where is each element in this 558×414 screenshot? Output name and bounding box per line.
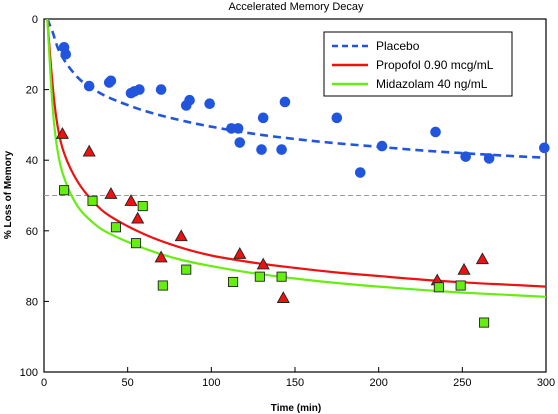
data-point-propofol-0-90-mcg-ml — [174, 229, 188, 242]
data-point-propofol-0-90-mcg-ml — [457, 262, 471, 275]
data-point-midazolam-40-ng-ml — [87, 195, 98, 206]
y-axis-title: % Loss of Memory — [3, 150, 14, 239]
data-point-placebo — [279, 96, 291, 108]
data-point-placebo — [483, 153, 495, 164]
data-point-placebo — [257, 112, 269, 124]
y-tick-label: 80 — [26, 296, 38, 308]
data-point-midazolam-40-ng-ml — [157, 280, 168, 291]
data-point-midazolam-40-ng-ml — [137, 201, 148, 212]
data-point-placebo — [256, 144, 267, 155]
data-point-midazolam-40-ng-ml — [130, 238, 142, 249]
data-point-placebo — [539, 142, 550, 154]
data-point-placebo — [232, 123, 244, 134]
data-point-placebo — [276, 144, 287, 155]
data-point-placebo — [376, 140, 388, 152]
data-point-placebo — [184, 94, 195, 106]
data-point-placebo — [105, 75, 117, 87]
legend-label-placebo: Placebo — [376, 39, 420, 53]
series-curve-propofol-0-90-mcg-ml — [46, 19, 546, 288]
data-point-propofol-0-90-mcg-ml — [55, 126, 69, 139]
data-point-midazolam-40-ng-ml — [254, 271, 265, 282]
data-point-placebo — [204, 98, 215, 110]
chart-title: Accelerated Memory Decay — [228, 1, 364, 13]
data-point-midazolam-40-ng-ml — [110, 222, 122, 233]
x-tick-label: 50 — [122, 377, 134, 389]
data-point-midazolam-40-ng-ml — [228, 276, 239, 288]
x-tick-label: 300 — [537, 377, 555, 389]
series-curve-midazolam-40-ng-ml — [46, 19, 546, 298]
y-tick-label: 0 — [32, 14, 38, 26]
x-tick-label: 0 — [41, 377, 47, 389]
data-point-midazolam-40-ng-ml — [433, 282, 444, 293]
data-point-placebo — [234, 137, 246, 148]
plot-area: 0 50 100 150 200 250 300 0 20 40 60 80 100 — [20, 14, 556, 389]
y-tick-label: 60 — [26, 226, 38, 238]
data-point-placebo — [354, 167, 366, 178]
data-point-propofol-0-90-mcg-ml — [131, 211, 145, 224]
data-point-propofol-0-90-mcg-ml — [124, 194, 138, 206]
data-point-propofol-0-90-mcg-ml — [475, 252, 489, 265]
data-point-propofol-0-90-mcg-ml — [154, 250, 168, 263]
data-point-propofol-0-90-mcg-ml — [233, 247, 247, 259]
data-point-midazolam-40-ng-ml — [59, 185, 70, 196]
data-point-propofol-0-90-mcg-ml — [276, 291, 290, 303]
legend-label-propofol-0-90-mcg-ml: Propofol 0.90 mcg/mL — [376, 58, 494, 72]
x-tick-label: 150 — [286, 377, 304, 389]
data-point-placebo — [134, 84, 145, 95]
x-tick-label: 200 — [369, 377, 387, 389]
data-point-propofol-0-90-mcg-ml — [104, 187, 118, 199]
data-point-placebo — [155, 84, 167, 95]
data-point-midazolam-40-ng-ml — [276, 271, 287, 282]
y-tick-label: 20 — [26, 85, 38, 97]
x-tick-label: 250 — [453, 377, 471, 389]
data-point-propofol-0-90-mcg-ml — [256, 257, 270, 270]
x-axis-title: Time (min) — [271, 403, 321, 414]
y-tick-label: 40 — [26, 155, 38, 167]
data-point-placebo — [430, 126, 441, 138]
data-point-placebo — [83, 80, 95, 92]
legend: Placebo Propofol 0.90 mcg/mL Midazolam 40 … — [323, 31, 513, 97]
data-point-placebo — [60, 49, 72, 60]
series-curve-placebo — [46, 19, 546, 159]
y-tick-label: 100 — [20, 367, 38, 379]
data-point-midazolam-40-ng-ml — [479, 317, 490, 328]
x-tick-label: 100 — [202, 377, 220, 389]
data-point-propofol-0-90-mcg-ml — [82, 144, 96, 157]
data-point-midazolam-40-ng-ml — [181, 264, 192, 275]
data-point-placebo — [460, 151, 471, 162]
legend-box — [323, 31, 513, 97]
data-point-midazolam-40-ng-ml — [455, 280, 466, 291]
data-point-placebo — [331, 112, 343, 124]
legend-label-midazolam-40-ng-ml: Midazolam 40 ng/mL — [376, 77, 488, 91]
